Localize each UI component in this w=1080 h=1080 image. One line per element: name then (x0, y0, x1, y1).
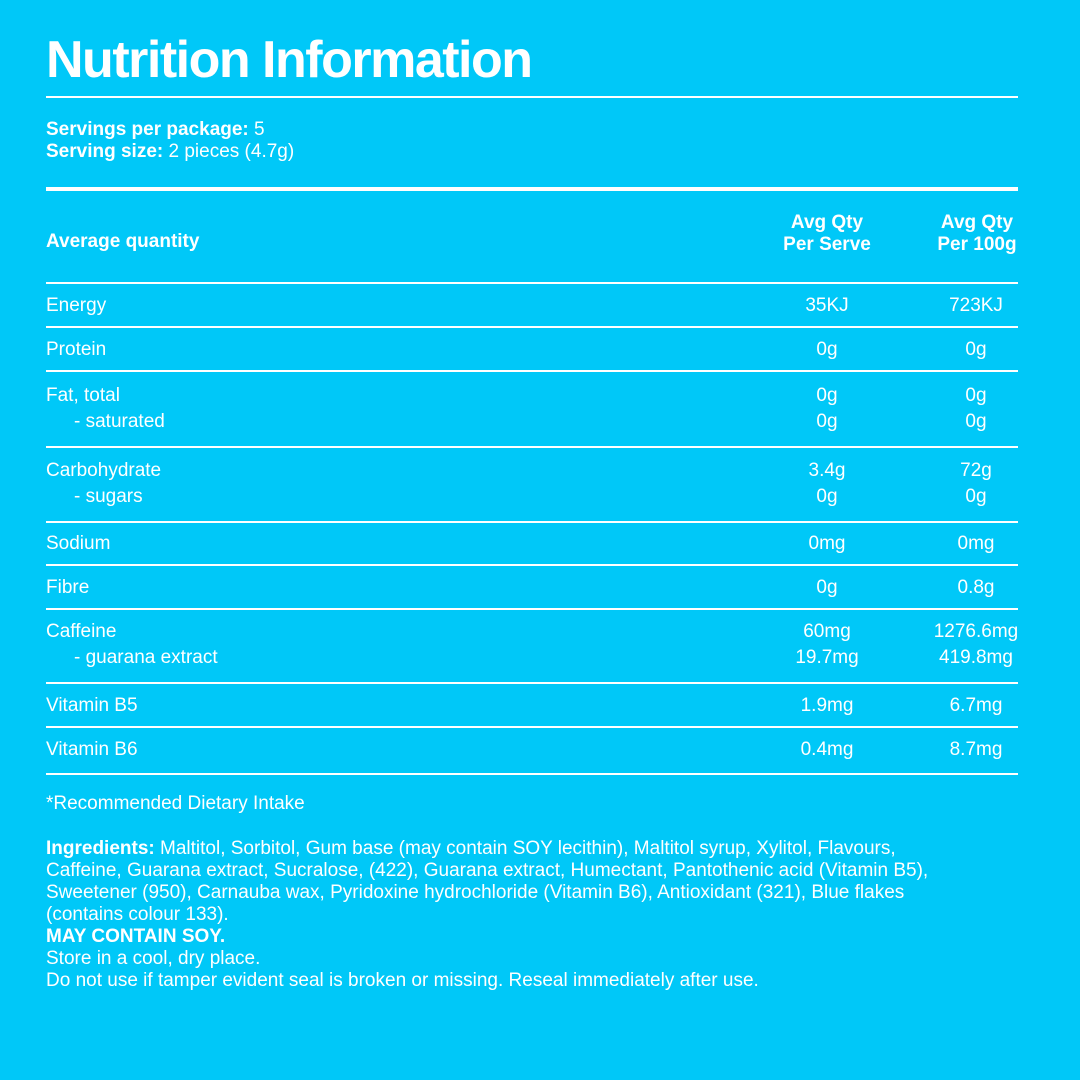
ingredients-line: (contains colour 133). (46, 904, 229, 925)
sub-value-per-serve: 0g (816, 486, 838, 507)
page-title: Nutrition Information (46, 31, 533, 89)
row-label: Vitamin B6 (46, 739, 138, 760)
header-per-serve: Avg Qty Per Serve (783, 212, 871, 255)
sub-value-per-100g: 0g (965, 486, 987, 507)
value-per-100g: 6.7mg (949, 695, 1003, 716)
sub-value-per-serve: 0g (816, 411, 838, 432)
row-label: Vitamin B5 (46, 695, 138, 716)
divider (46, 96, 1018, 98)
value-per-100g: 0.8g (957, 577, 995, 598)
value-per-100g: 72g (960, 460, 992, 481)
servings-info: Servings per package: 5 Serving size: 2 … (46, 119, 294, 163)
allergen-warning: MAY CONTAIN SOY. (46, 926, 226, 947)
value-per-100g: 0g (965, 385, 987, 406)
divider (46, 326, 1018, 328)
storage-instructions: Store in a cool, dry place. (46, 948, 261, 969)
value-per-100g: 723KJ (949, 295, 1003, 316)
row-label: Caffeine (46, 621, 117, 642)
row-sub-label: - saturated (74, 411, 165, 432)
ingredients-label: Ingredients: (46, 838, 155, 859)
divider (46, 282, 1018, 284)
value-per-serve: 0g (816, 385, 838, 406)
value-per-100g: 8.7mg (949, 739, 1003, 760)
value-per-serve: 3.4g (808, 460, 846, 481)
ingredients-line: Ingredients: Maltitol, Sorbitol, Gum bas… (46, 838, 896, 859)
divider (46, 370, 1018, 372)
value-per-serve: 0.4mg (800, 739, 854, 760)
row-sub-label: - sugars (74, 486, 143, 507)
value-per-100g: 0mg (957, 533, 995, 554)
divider (46, 773, 1018, 775)
ingredients-line: Sweetener (950), Carnauba wax, Pyridoxin… (46, 882, 905, 903)
value-per-serve: 60mg (803, 621, 851, 642)
divider (46, 564, 1018, 566)
divider (46, 682, 1018, 684)
sub-value-per-serve: 19.7mg (795, 647, 859, 668)
value-per-100g: 1276.6mg (933, 621, 1019, 642)
serving-size: Serving size: 2 pieces (4.7g) (46, 141, 295, 162)
value-per-serve: 35KJ (805, 295, 849, 316)
row-sub-label: - guarana extract (74, 647, 218, 668)
divider-thick (46, 187, 1018, 191)
servings-per-package: Servings per package: 5 (46, 119, 265, 140)
divider (46, 726, 1018, 728)
ingredients-block: Ingredients: Maltitol, Sorbitol, Gum bas… (46, 838, 1026, 992)
value-per-serve: 0g (816, 577, 838, 598)
sub-value-per-100g: 0g (965, 411, 987, 432)
footnote: *Recommended Dietary Intake (46, 793, 305, 814)
row-label: Fibre (46, 577, 90, 598)
value-per-100g: 0g (965, 339, 987, 360)
ingredients-line: Caffeine, Guarana extract, Sucralose, (4… (46, 860, 929, 881)
row-label: Protein (46, 339, 107, 360)
divider (46, 608, 1018, 610)
row-label: Carbohydrate (46, 460, 162, 481)
sub-value-per-100g: 419.8mg (939, 647, 1013, 668)
divider (46, 521, 1018, 523)
value-per-serve: 0mg (808, 533, 846, 554)
row-label: Energy (46, 295, 107, 316)
divider (46, 446, 1018, 448)
tamper-warning: Do not use if tamper evident seal is bro… (46, 970, 759, 991)
header-average-quantity: Average quantity (46, 231, 200, 252)
value-per-serve: 0g (816, 339, 838, 360)
header-per-100g: Avg Qty Per 100g (937, 212, 1017, 255)
row-label: Fat, total (46, 385, 120, 406)
value-per-serve: 1.9mg (800, 695, 854, 716)
row-label: Sodium (46, 533, 111, 554)
